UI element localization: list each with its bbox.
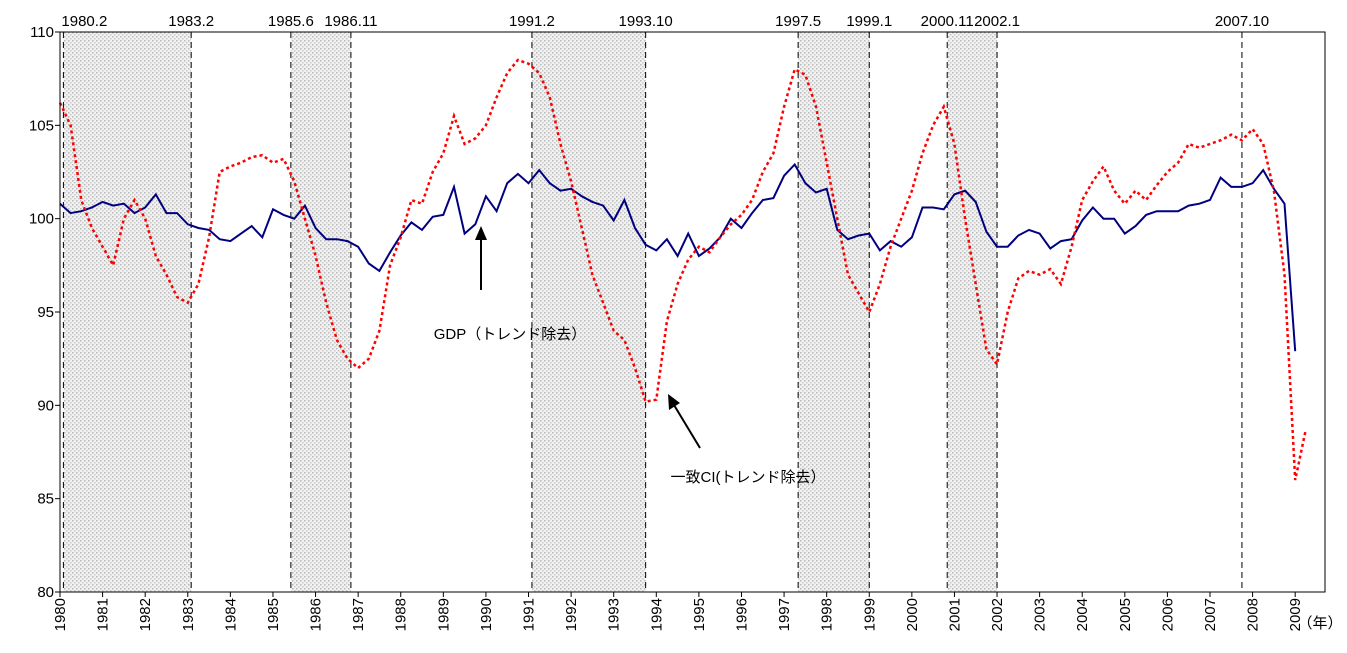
x-tick-label: 1995	[691, 598, 708, 631]
annotation: GDP（トレンド除去）	[434, 326, 587, 343]
series-line	[58, 58, 1308, 481]
series-layer	[58, 58, 1308, 481]
shaded-period	[63, 32, 192, 592]
arrow-head	[668, 394, 680, 410]
x-tick-label: 1993	[606, 598, 623, 631]
shaded-period	[290, 32, 351, 592]
x-tick-label: 1980	[52, 598, 69, 631]
period-label: 1986.11	[324, 13, 377, 30]
x-tick-label: 1983	[180, 598, 197, 631]
x-tick-label: 2002	[989, 598, 1006, 631]
period-label: 1997.5	[775, 13, 821, 30]
x-tick-label: 1999	[861, 598, 878, 631]
x-tick-label: 1992	[563, 598, 580, 631]
shaded-period	[798, 32, 870, 592]
x-tick-label: 1994	[648, 598, 665, 631]
x-tick-label: 1981	[95, 598, 112, 631]
x-tick-label: 1984	[222, 598, 239, 631]
x-axis-label: （年）	[1297, 615, 1342, 632]
x-tick-label: 2008	[1245, 598, 1262, 631]
y-tick-label: 110	[30, 24, 54, 41]
period-label: 1980.2	[61, 13, 107, 30]
y-tick-label: 85	[37, 491, 54, 508]
y-tick-label: 95	[37, 304, 54, 321]
period-label: 1983.2	[168, 13, 214, 30]
x-tick-label: 2007	[1202, 598, 1219, 631]
period-label: 1991.2	[509, 13, 555, 30]
x-tick-label: 2005	[1117, 598, 1134, 631]
y-tick-label: 100	[29, 211, 54, 228]
arrow	[673, 404, 701, 449]
x-tick-label: 1985	[265, 598, 282, 631]
x-tick-label: 2003	[1032, 598, 1049, 631]
plot-frame	[59, 31, 1326, 593]
shaded-period	[947, 32, 998, 592]
x-tick-label: 1990	[478, 598, 495, 631]
arrow-head	[475, 226, 487, 240]
x-tick-label: 2004	[1074, 598, 1091, 631]
x-tick-label: 2000	[904, 598, 921, 631]
x-tick-label: 1991	[521, 598, 538, 631]
period-label: 2002.1	[974, 13, 1020, 30]
annotation: 一致CI(トレンド除去）	[671, 469, 826, 486]
x-tick-label: 2009	[1287, 598, 1304, 631]
x-tick-label: 1988	[393, 598, 410, 631]
x-tick-label: 1997	[776, 598, 793, 631]
shading-layer	[63, 32, 998, 592]
period-label: 1985.6	[268, 13, 314, 30]
y-tick-label: 90	[37, 397, 54, 414]
shaded-period	[531, 32, 646, 592]
y-tick-label: 105	[29, 117, 54, 134]
series-line	[59, 162, 1297, 352]
period-label: 2007.10	[1215, 13, 1269, 30]
period-label: 2000.11	[921, 13, 974, 30]
x-tick-label: 1986	[308, 598, 325, 631]
x-tick-label: 2006	[1159, 598, 1176, 631]
guide-layer	[55, 31, 1296, 597]
period-label: 1993.10	[619, 13, 673, 30]
x-tick-label: 1987	[350, 598, 367, 631]
x-tick-label: 1982	[137, 598, 154, 631]
x-tick-label: 1998	[819, 598, 836, 631]
y-tick-label: 80	[37, 584, 54, 601]
x-tick-label: 1996	[733, 598, 750, 631]
x-tick-label: 2001	[946, 598, 963, 631]
x-tick-label: 1989	[435, 598, 452, 631]
period-label: 1999.1	[846, 13, 892, 30]
